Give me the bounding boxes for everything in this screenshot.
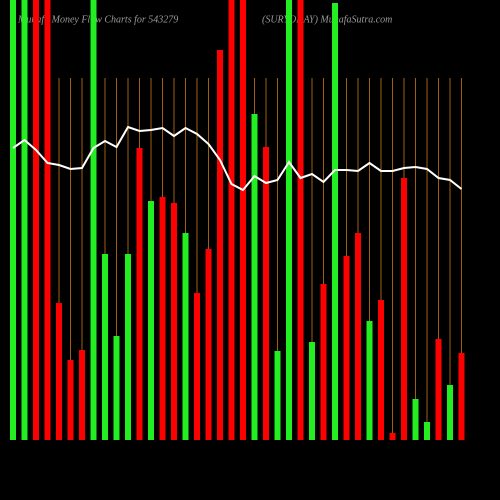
bar [378, 300, 384, 440]
bar [125, 254, 131, 440]
bar [182, 233, 189, 440]
bar [148, 201, 154, 440]
bar [424, 422, 430, 440]
bar [389, 433, 396, 440]
bar [309, 342, 315, 440]
bar [355, 233, 361, 440]
bar [366, 321, 373, 440]
bar [458, 353, 465, 440]
bar [205, 249, 212, 440]
bar [320, 284, 327, 440]
bar [332, 3, 338, 440]
bar [67, 360, 74, 440]
bar [79, 350, 85, 440]
bar [44, 0, 51, 440]
bar [297, 0, 304, 440]
bar [102, 254, 108, 440]
bar [159, 197, 166, 440]
chart-title: Munafa Money Flow Charts for 543279 [17, 14, 178, 25]
bar [286, 0, 292, 440]
bar [21, 0, 28, 440]
bar [240, 0, 246, 440]
bar [10, 0, 16, 440]
bar [113, 336, 120, 440]
bar [435, 339, 442, 440]
bar [90, 0, 97, 440]
flow-line [12, 125, 463, 192]
bar [56, 303, 62, 440]
bar [447, 385, 453, 440]
bar [217, 50, 223, 440]
bar [194, 293, 200, 440]
bar [171, 203, 177, 440]
bar [401, 178, 407, 440]
bar [251, 114, 258, 440]
bar [274, 351, 281, 440]
chart-subtitle: (SURYODAY) MunafaSutra.com [262, 14, 392, 25]
bar [228, 0, 235, 440]
bar [412, 399, 419, 440]
bar [263, 147, 269, 440]
bar [343, 256, 350, 440]
bar [136, 148, 143, 440]
bar [33, 0, 39, 440]
